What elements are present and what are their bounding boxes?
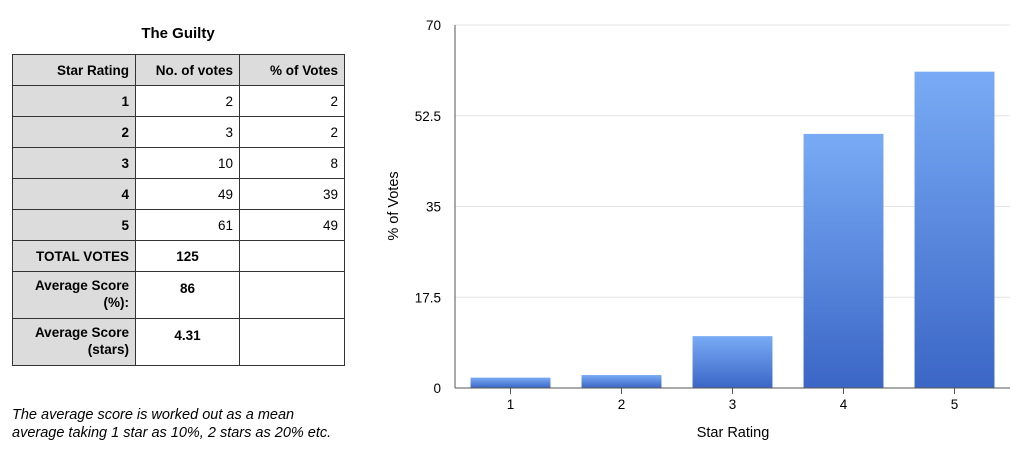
table-row: 1 2 2 [12,85,345,117]
avg-stars-label: Average Score (stars) [12,318,136,366]
x-tick-label: 2 [618,397,626,412]
table-title: The Guilty [141,25,215,42]
x-tick-label: 4 [840,397,848,412]
avg-pct-row: Average Score (%): 86 [12,271,345,319]
row-votes: 10 [135,147,240,179]
x-tick-label: 3 [729,397,737,412]
y-tick-label: 70 [426,18,441,33]
avg-stars-row: Average Score (stars) 4.31 [12,318,345,366]
x-axis-label: Star Rating [697,425,770,441]
avg-pct-label: Average Score (%): [12,271,136,319]
table-header-row: Star Rating No. of votes % of Votes [12,54,345,86]
y-tick-label: 0 [433,381,441,396]
empty-cell [239,271,345,319]
footnote: The average score is worked out as a mea… [12,406,382,442]
y-tick-label: 17.5 [415,290,441,305]
footnote-line2: average taking 1 star as 10%, 2 stars as… [12,425,332,441]
row-label: 2 [12,116,136,148]
y-tick-label: 52.5 [415,109,441,124]
avg-stars-label-line2: (stars) [87,342,129,357]
axes [454,25,1010,394]
header-no-of-votes: No. of votes [135,54,240,86]
row-label: 5 [12,209,136,241]
total-row: TOTAL VOTES 125 [12,240,345,272]
vote-table: Star Rating No. of votes % of Votes 1 2 … [12,54,345,366]
bar-5 [914,71,995,389]
empty-cell [239,240,345,272]
bars [470,71,995,389]
row-pct: 49 [239,209,345,241]
table-row: 2 3 2 [12,116,345,148]
y-tick-label: 35 [426,200,441,215]
avg-pct-label-line1: Average Score [34,278,129,293]
table-row: 5 61 49 [12,209,345,241]
bar-3 [692,336,773,388]
row-pct: 8 [239,147,345,179]
row-votes: 49 [135,178,240,210]
footnote-line1: The average score is worked out as a mea… [12,407,295,423]
table-row: 3 10 8 [12,147,345,179]
avg-stars-label-line1: Average Score [34,325,129,340]
y-axis-label: % of Votes [386,171,402,240]
row-pct: 2 [239,85,345,117]
x-tick-label: 5 [951,397,959,412]
row-votes: 3 [135,116,240,148]
avg-stars-value: 4.31 [135,318,240,366]
empty-cell [239,318,345,366]
row-label: 1 [12,85,136,117]
avg-pct-label-line2: (%): [103,295,130,310]
bar-1 [470,377,551,388]
bar-2 [581,375,662,388]
row-pct: 2 [239,116,345,148]
bar-4 [803,133,884,388]
x-tick-label: 1 [507,397,515,412]
tick-labels: 0 17.5 35 52.5 70 1 2 3 4 5 [415,18,959,412]
header-pct-of-votes: % of Votes [239,54,345,86]
row-votes: 61 [135,209,240,241]
row-label: 3 [12,147,136,179]
row-votes: 2 [135,85,240,117]
total-label: TOTAL VOTES [12,240,136,272]
